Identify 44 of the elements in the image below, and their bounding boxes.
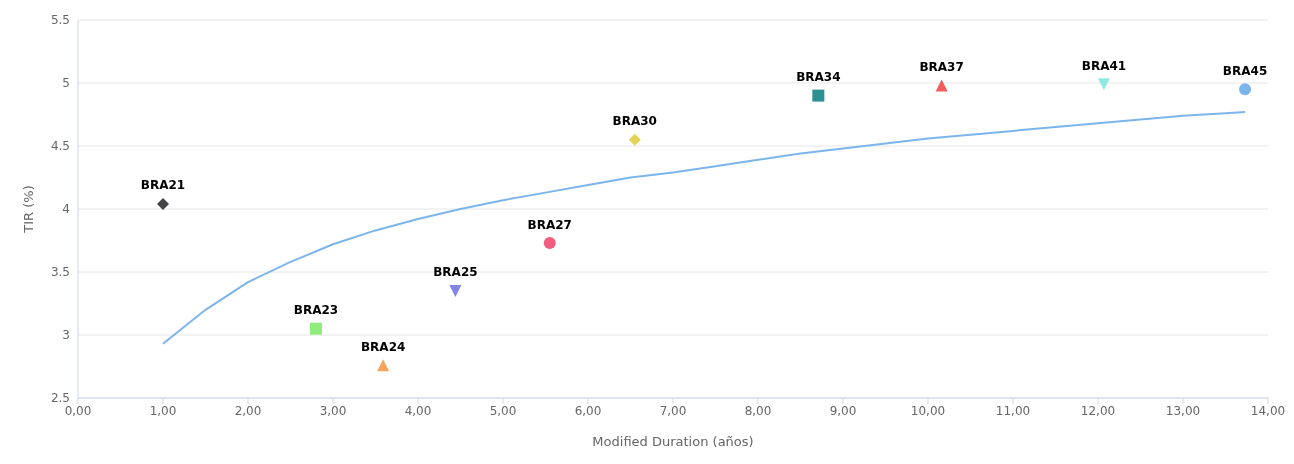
series-label: BRA45 <box>1222 63 1268 78</box>
point <box>628 133 641 146</box>
x-tick-label: 11,00 <box>995 403 1031 418</box>
x-tick-label: 14,00 <box>1250 403 1286 418</box>
point <box>1239 83 1252 96</box>
series-label: BRA34 <box>796 70 841 85</box>
y-tick-label: 5.5 <box>50 13 70 28</box>
y-tick-label: 4.5 <box>50 139 70 154</box>
x-tick-label: 12,00 <box>1080 403 1116 418</box>
y-tick-label: 4 <box>62 202 70 217</box>
x-tick-label: 13,00 <box>1165 403 1201 418</box>
point <box>812 89 825 102</box>
series-label: BRA41 <box>1081 58 1127 73</box>
x-tick-label: 9,00 <box>829 403 857 418</box>
point <box>310 322 322 335</box>
x-tick-label: 8,00 <box>744 403 772 418</box>
x-tick-label: 10,00 <box>910 403 946 418</box>
series-label: BRA24 <box>360 339 406 354</box>
x-tick-label: 4,00 <box>404 403 432 418</box>
point <box>157 197 169 210</box>
series-label: BRA37 <box>919 60 964 75</box>
x-tick-label: 7,00 <box>659 403 687 418</box>
x-axis-title: Modified Duration (años) <box>592 434 754 449</box>
point <box>935 79 948 92</box>
x-tick-label: 6,00 <box>574 403 602 418</box>
x-tick-label: 1,00 <box>149 403 177 418</box>
point <box>377 359 390 372</box>
x-tick-label: 2,00 <box>234 403 262 418</box>
y-axis-title: TIR (%) <box>20 185 36 234</box>
series-label: BRA21 <box>140 178 186 193</box>
x-tick-label: 0,00 <box>64 403 92 418</box>
point <box>1097 78 1110 91</box>
point <box>543 237 556 250</box>
x-tick-label: 3,00 <box>319 403 347 418</box>
series-label: BRA23 <box>293 303 339 318</box>
y-tick-label: 5 <box>62 76 70 91</box>
series-label: BRA30 <box>612 114 657 129</box>
series-label: BRA27 <box>527 217 572 232</box>
point <box>449 284 462 297</box>
x-tick-label: 5,00 <box>489 403 517 418</box>
series-label: BRA25 <box>433 265 478 280</box>
y-tick-label: 3 <box>62 328 70 343</box>
y-tick-label: 2.5 <box>50 391 70 406</box>
y-tick-label: 3.5 <box>50 265 70 280</box>
